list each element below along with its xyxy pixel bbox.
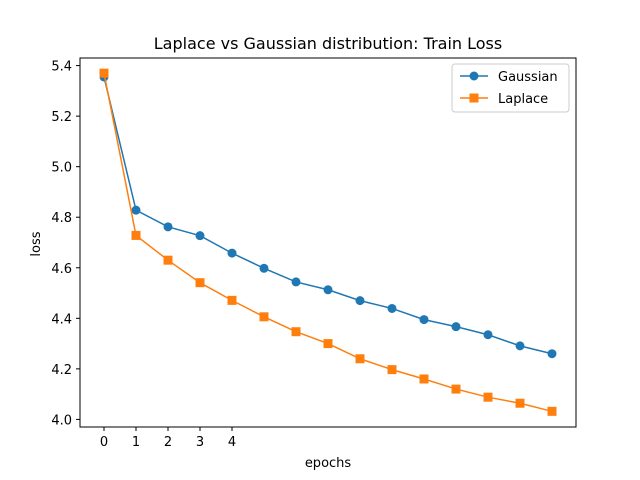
y-tick-label: 4.0 [51, 413, 72, 428]
x-axis-label: epochs [305, 456, 352, 471]
data-point-laplace [515, 398, 525, 408]
data-point-laplace [323, 339, 333, 349]
data-point-laplace [419, 374, 429, 384]
legend-marker-gaussian [469, 71, 479, 81]
legend-marker-laplace [469, 93, 479, 103]
legend: Gaussian Laplace [451, 63, 570, 113]
data-point-laplace [355, 354, 365, 364]
data-point-laplace [99, 68, 109, 78]
y-tick-label: 5.2 [51, 110, 72, 125]
y-tick-label: 4.8 [51, 211, 72, 226]
data-point-gaussian [419, 315, 429, 325]
legend-label-gaussian: Gaussian [498, 70, 558, 85]
legend-label-laplace: Laplace [498, 92, 548, 107]
data-point-gaussian [131, 205, 141, 215]
y-axis-label: loss [29, 231, 44, 256]
x-tick-label: 1 [132, 435, 140, 450]
data-point-gaussian [451, 322, 461, 332]
x-tick-label: 3 [196, 435, 204, 450]
data-point-gaussian [547, 349, 557, 359]
data-point-gaussian [387, 303, 397, 313]
x-tick-label: 0 [100, 435, 108, 450]
data-point-laplace [259, 312, 269, 322]
data-point-laplace [483, 392, 493, 402]
data-point-laplace [451, 384, 461, 394]
data-point-laplace [163, 255, 173, 265]
y-tick-label: 4.6 [51, 262, 72, 277]
y-tick-label: 4.4 [51, 312, 72, 327]
data-point-laplace [291, 327, 301, 337]
data-point-gaussian [227, 248, 237, 258]
y-tick-label: 5.4 [51, 60, 72, 75]
data-point-laplace [227, 295, 237, 305]
data-point-gaussian [259, 263, 269, 273]
data-point-gaussian [323, 285, 333, 295]
data-point-gaussian [515, 341, 525, 351]
data-point-laplace [131, 230, 141, 240]
data-point-laplace [195, 278, 205, 288]
data-point-gaussian [163, 222, 173, 232]
x-tick-label: 2 [164, 435, 172, 450]
y-tick-label: 4.2 [51, 363, 72, 378]
data-point-gaussian [483, 330, 493, 340]
data-point-gaussian [195, 231, 205, 241]
data-point-gaussian [291, 277, 301, 287]
chart-title: Laplace vs Gaussian distribution: Train … [154, 34, 502, 53]
plot-area: 0 1 2 3 4 4.0 4.2 4.4 4.6 4.8 5.0 5.2 5.4 [51, 57, 577, 450]
y-tick-label: 5.0 [51, 161, 72, 176]
data-point-laplace [547, 406, 557, 416]
data-point-laplace [387, 365, 397, 375]
x-tick-label: 4 [228, 435, 236, 450]
data-point-gaussian [355, 296, 365, 306]
axes-frame [79, 57, 577, 428]
